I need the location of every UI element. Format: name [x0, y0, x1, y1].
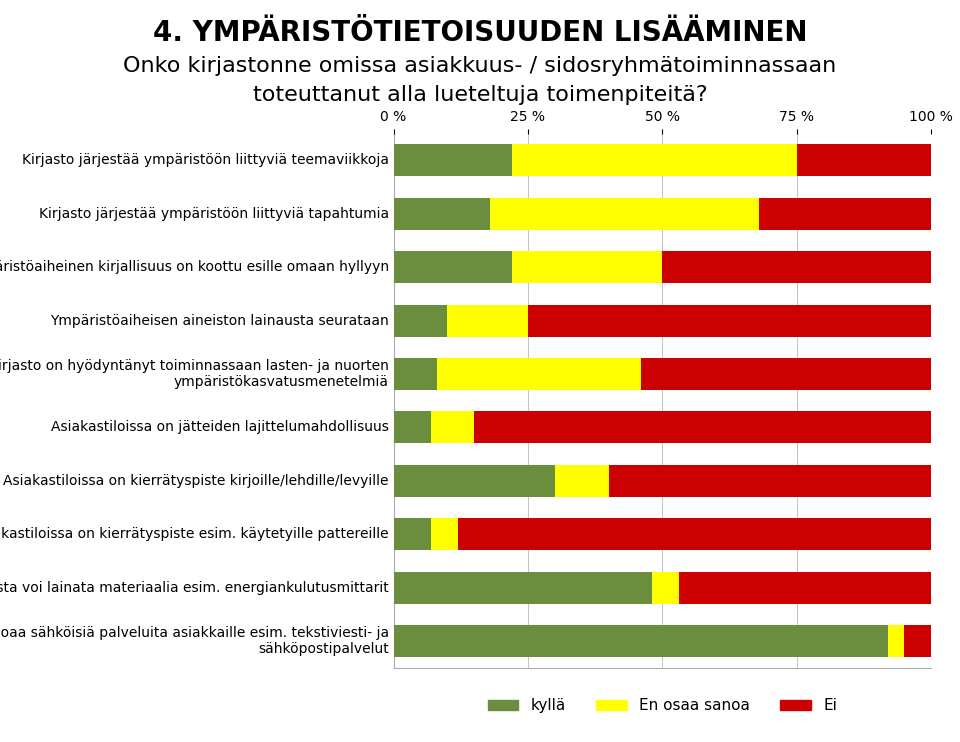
- Text: Kirjasto tarjoaa sähköisiä palveluita asiakkaille esim. tekstiviesti- ja
sähköpo: Kirjasto tarjoaa sähköisiä palveluita as…: [0, 626, 389, 656]
- Bar: [431, 411, 474, 444]
- Bar: [555, 464, 609, 497]
- Text: 4. YMPÄRISTÖTIETOISUUDEN LISÄÄMINEN: 4. YMPÄRISTÖTIETOISUUDEN LISÄÄMINEN: [153, 19, 807, 47]
- Bar: [447, 304, 528, 337]
- Bar: [394, 304, 447, 337]
- Bar: [394, 358, 437, 390]
- Bar: [394, 464, 555, 497]
- Legend: kyllä, En osaa sanoa, Ei: kyllä, En osaa sanoa, Ei: [482, 692, 843, 720]
- Text: Asiakastiloissa on jätteiden lajittelumahdollisuus: Asiakastiloissa on jätteiden lajitteluma…: [51, 421, 389, 434]
- Bar: [474, 411, 931, 444]
- Text: Kirjasto on hyödyntänyt toiminnassaan lasten- ja nuorten
ympäristökasvatusmenete: Kirjasto on hyödyntänyt toiminnassaan la…: [0, 359, 389, 389]
- Bar: [394, 518, 431, 551]
- Text: Onko kirjastonne omissa asiakkuus- / sidosryhmätoiminnassaan: Onko kirjastonne omissa asiakkuus- / sid…: [124, 56, 836, 76]
- Text: Ympäristöaiheisen aineiston lainausta seurataan: Ympäristöaiheisen aineiston lainausta se…: [50, 314, 389, 327]
- Bar: [394, 411, 431, 444]
- Bar: [528, 304, 931, 337]
- Text: Kirjastosta voi lainata materiaalia esim. energiankulutusmittarit: Kirjastosta voi lainata materiaalia esim…: [0, 581, 389, 594]
- Bar: [888, 625, 904, 657]
- Bar: [394, 571, 652, 604]
- Text: Ympäristöaiheinen kirjallisuus on koottu esille omaan hyllyyn: Ympäristöaiheinen kirjallisuus on koottu…: [0, 260, 389, 274]
- Bar: [431, 518, 458, 551]
- Bar: [512, 251, 662, 283]
- Text: Asiakastiloissa on kierrätyspiste esim. käytetyille pattereille: Asiakastiloissa on kierrätyspiste esim. …: [0, 528, 389, 541]
- Bar: [437, 358, 641, 390]
- Bar: [797, 144, 931, 177]
- Text: Kirjasto järjestää ympäristöön liittyviä tapahtumia: Kirjasto järjestää ympäristöön liittyviä…: [38, 207, 389, 220]
- Bar: [512, 144, 797, 177]
- Bar: [652, 571, 679, 604]
- Bar: [394, 197, 491, 230]
- Text: toteuttanut alla lueteltuja toimenpiteitä?: toteuttanut alla lueteltuja toimenpiteit…: [252, 85, 708, 105]
- Bar: [759, 197, 931, 230]
- Bar: [394, 144, 512, 177]
- Bar: [394, 625, 888, 657]
- Text: Asiakastiloissa on kierrätyspiste kirjoille/lehdille/levyille: Asiakastiloissa on kierrätyspiste kirjoi…: [3, 474, 389, 487]
- Bar: [458, 518, 931, 551]
- Bar: [904, 625, 931, 657]
- Bar: [679, 571, 931, 604]
- Bar: [662, 251, 931, 283]
- Bar: [609, 464, 931, 497]
- Bar: [641, 358, 931, 390]
- Bar: [394, 251, 512, 283]
- Bar: [491, 197, 759, 230]
- Text: Kirjasto järjestää ympäristöön liittyviä teemaviikkoja: Kirjasto järjestää ympäristöön liittyviä…: [22, 154, 389, 167]
